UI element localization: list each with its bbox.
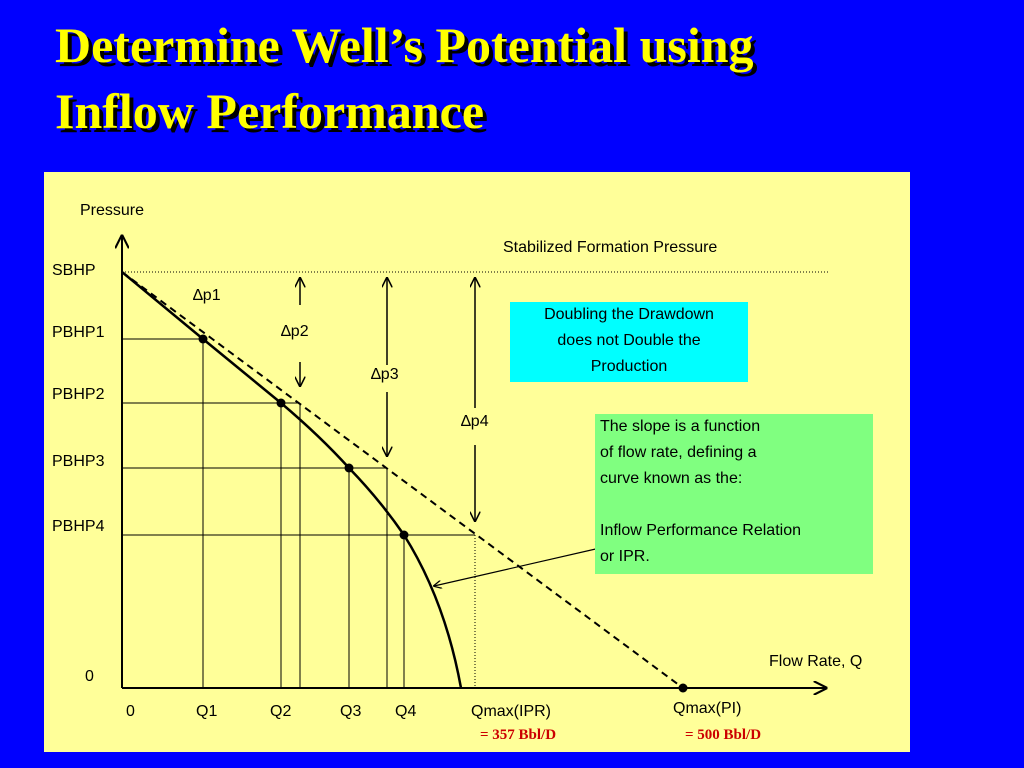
ipr-curve [121,271,463,689]
q2-label: Q2 [270,703,292,720]
q4-label: Q4 [395,703,417,720]
qmax-pi-label: Qmax(PI) [673,700,742,717]
ipr-note-line-5: Inflow Performance Relation [600,522,801,539]
ipr-pointer-arrow [434,547,601,586]
point-q2 [276,398,286,408]
title-line-2: Inflow Performance [55,83,485,139]
drawdown-note-line-2: does not Double the [557,332,701,349]
y-zero-label: 0 [85,668,94,685]
q1-label: Q1 [196,703,218,720]
dp3-label: ∆p3 [371,366,399,383]
ipr-note-line-4 [600,492,873,518]
pbhp2-label: PBHP2 [52,386,105,403]
dp1-label: ∆p1 [193,287,221,304]
ipr-note-line-3: curve known as the: [600,470,743,487]
ipr-note-line-1: The slope is a function [600,418,761,435]
slide-title: Determine Well’s Potential using Inflow … [55,12,1015,144]
qmax-ipr-value: = 357 Bbl/D [480,727,557,743]
ipr-note-line-6: or IPR. [600,548,650,565]
point-q4 [399,530,409,540]
x-zero-label: 0 [126,703,135,720]
point-q3 [344,463,354,473]
ipr-note-line-2: of flow rate, defining a [600,444,757,461]
x-axis-label: Flow Rate, Q [769,653,863,670]
title-line-1: Determine Well’s Potential using [55,17,754,73]
q3-label: Q3 [340,703,362,720]
qmax-ipr-label: Qmax(IPR) [471,703,551,720]
pbhp3-label: PBHP3 [52,453,105,470]
y-axis-label: Pressure [80,202,145,219]
point-qmax-pi [678,683,688,693]
point-q1 [198,334,208,344]
dp2-label: ∆p2 [281,323,309,340]
ipr-note: The slope is a function of flow rate, de… [595,414,873,574]
sbhp-label: SBHP [52,262,96,279]
pbhp1-label: PBHP1 [52,324,105,341]
drawdown-note-line-3: Production [590,358,668,375]
drawdown-note-line-1: Doubling the Drawdown [544,306,714,323]
drawdown-note: Doubling the Drawdown does not Double th… [510,302,748,382]
dp4-label: ∆p4 [461,413,489,430]
formation-pressure-label: Stabilized Formation Pressure [503,239,718,256]
pbhp4-label: PBHP4 [52,518,105,535]
qmax-pi-value: = 500 Bbl/D [685,727,762,743]
pi-line [121,271,684,689]
